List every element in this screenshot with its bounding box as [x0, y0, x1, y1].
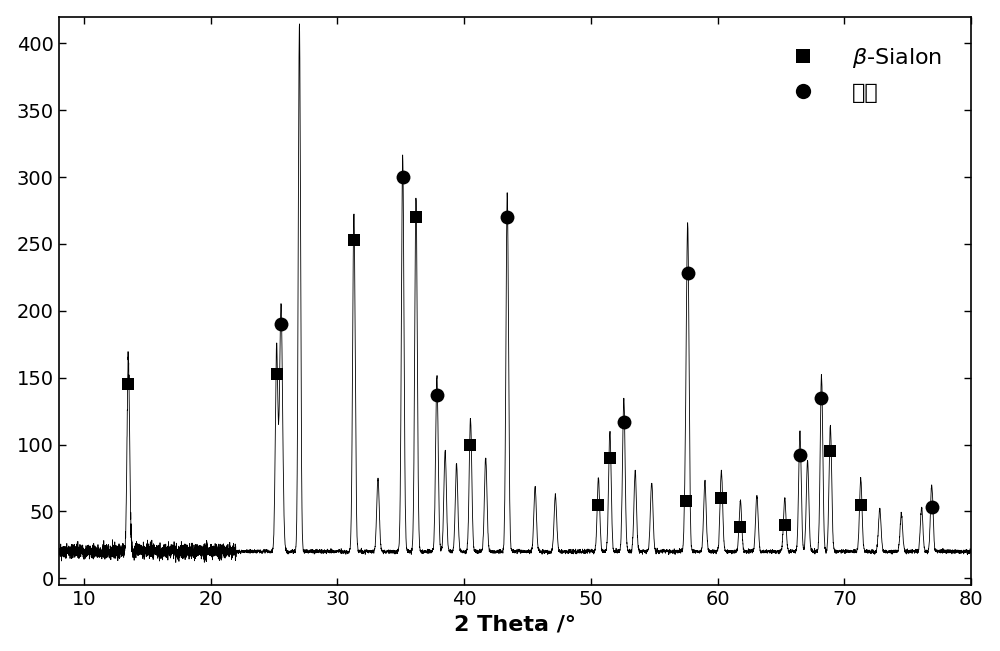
X-axis label: 2 Theta /°: 2 Theta /°	[454, 615, 576, 634]
Legend: $\beta$-Sialon, 刚玉: $\beta$-Sialon, 刚玉	[763, 28, 960, 120]
